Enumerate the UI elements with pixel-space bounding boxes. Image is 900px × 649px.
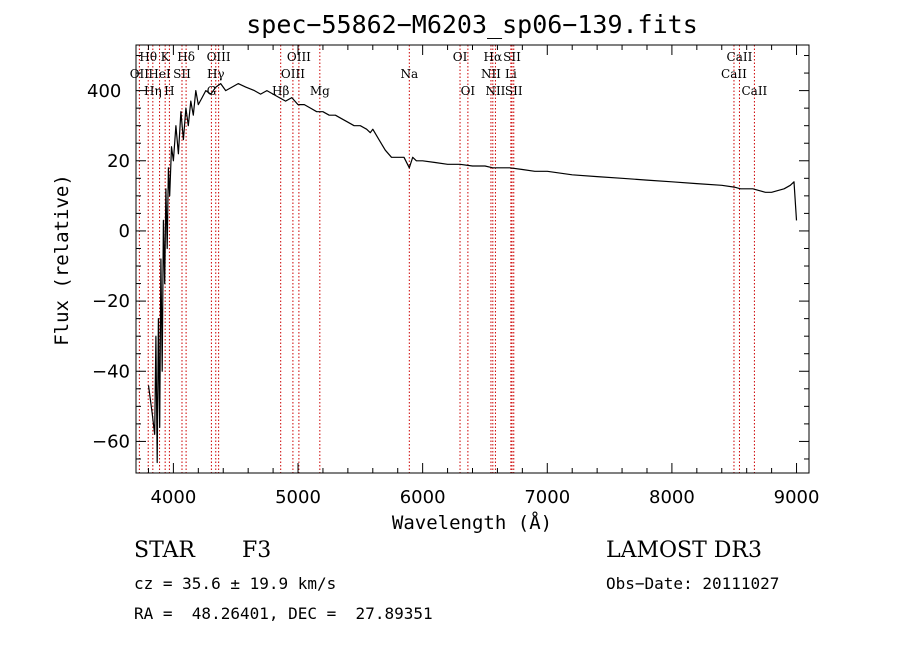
- redshift-text: cz = 35.6 ± 19.9 km/s: [134, 574, 337, 593]
- line-id-label: SII: [173, 67, 191, 81]
- line-id-label: Hγ: [207, 67, 225, 81]
- spectrum-chart: spec−55862−M6203_sp06−139.fits HθOIIHηKH…: [51, 10, 820, 534]
- line-id-label: NII: [485, 84, 505, 98]
- x-axis-ticks: 4000 5000 6000 7000 8000 9000: [147, 45, 820, 508]
- line-id-label: CaII: [721, 67, 747, 81]
- line-id-label: Na: [400, 67, 418, 81]
- plot-lines: [147, 82, 798, 464]
- object-class: STAR: [134, 538, 195, 563]
- obs-date: Obs−Date: 20111027: [606, 574, 780, 593]
- x-tick-label: 9000: [774, 487, 820, 508]
- line-id-label: SII: [505, 84, 523, 98]
- line-id-label: OIII: [287, 50, 311, 64]
- line-id-label: Hα: [484, 50, 503, 64]
- x-tick-label: 8000: [649, 487, 695, 508]
- y-tick-label: −40: [92, 361, 130, 382]
- line-id-label: NII: [481, 67, 501, 81]
- spectrum-line: [147, 82, 798, 464]
- line-id-label: Hθ: [139, 50, 157, 64]
- line-id-label: OI: [453, 50, 468, 64]
- y-tick-overlap-label: 400: [87, 81, 121, 102]
- line-id-label: H: [164, 84, 174, 98]
- line-id-label: OI: [461, 84, 476, 98]
- object-subclass: F3: [242, 538, 272, 563]
- line-id-label: Li: [505, 67, 517, 81]
- line-id-label: OIII: [281, 67, 305, 81]
- line-id-label: CaII: [741, 84, 767, 98]
- survey-name: LAMOST DR3: [606, 538, 762, 563]
- line-id-label: SII: [503, 50, 521, 64]
- line-id-label: Mg: [310, 84, 330, 98]
- line-id-label: HeI: [148, 67, 171, 81]
- x-tick-label: 6000: [400, 487, 446, 508]
- x-tick-label: 5000: [275, 487, 321, 508]
- x-tick-label: 4000: [150, 487, 196, 508]
- line-labels: Hθ OII Hη K HeI H Hδ SII OIII Hγ G OIII OIII Hβ Mg Na OI…: [130, 50, 768, 98]
- chart-title: spec−55862−M6203_sp06−139.fits: [246, 10, 698, 39]
- y-axis-ticks: 20 0 −20 −40 −60: [92, 55, 809, 460]
- plot-frame: [135, 44, 810, 474]
- line-id-label: OII: [130, 67, 150, 81]
- y-tick-label: 0: [119, 221, 130, 242]
- coordinates-text: RA = 48.26401, DEC = 27.89351: [134, 604, 433, 623]
- x-axis-label: Wavelength (Å): [392, 511, 552, 534]
- y-tick-label: −60: [92, 431, 130, 452]
- y-axis-label: Flux (relative): [51, 174, 73, 346]
- line-id-label: K: [161, 50, 171, 64]
- line-id-label: G: [207, 84, 217, 98]
- y-tick-label: −20: [92, 291, 130, 312]
- line-id-label: Hη: [144, 84, 162, 98]
- line-id-label: Hβ: [272, 84, 289, 98]
- line-id-label: OIII: [207, 50, 231, 64]
- line-markers: [138, 45, 755, 473]
- line-id-label: CaII: [727, 50, 753, 64]
- x-tick-label: 7000: [524, 487, 570, 508]
- y-tick-label: 20: [107, 151, 130, 172]
- line-id-label: Hδ: [177, 50, 195, 64]
